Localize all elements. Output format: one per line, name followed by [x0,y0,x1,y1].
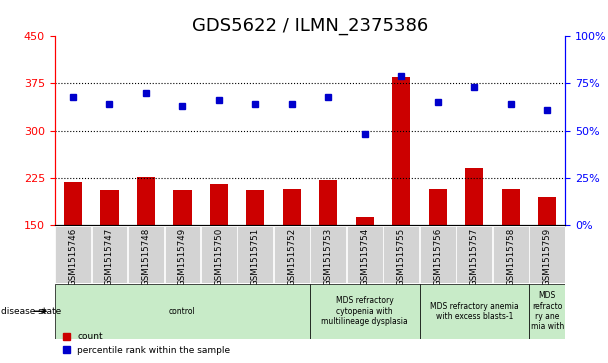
Title: GDS5622 / ILMN_2375386: GDS5622 / ILMN_2375386 [192,17,428,35]
Bar [465,168,483,225]
Bar [420,226,455,282]
Text: GSM1515754: GSM1515754 [361,228,369,286]
Text: GSM1515751: GSM1515751 [251,228,260,286]
Bar [347,226,382,282]
Bar [392,77,410,225]
Bar [283,189,301,225]
Bar [493,226,528,282]
Bar [55,226,91,282]
Text: GSM1515746: GSM1515746 [69,228,77,286]
Bar [92,226,127,282]
Bar [384,226,419,282]
Text: MDS
refracto
ry ane
mia with: MDS refracto ry ane mia with [531,291,564,331]
Bar [310,284,420,339]
Text: GSM1515752: GSM1515752 [288,228,296,286]
Bar [274,226,309,282]
Bar [502,189,520,225]
Text: MDS refractory
cytopenia with
multilineage dysplasia: MDS refractory cytopenia with multilinea… [322,296,408,326]
Bar [530,226,565,282]
Bar [128,226,164,282]
Bar [246,191,264,225]
Bar [55,284,310,339]
Text: GSM1515748: GSM1515748 [142,228,150,286]
Bar [238,226,273,282]
Legend: count, percentile rank within the sample: count, percentile rank within the sample [59,329,234,359]
Bar [457,226,492,282]
Bar [538,197,556,225]
Text: GSM1515756: GSM1515756 [434,228,442,286]
Bar [173,191,192,225]
Bar [137,177,155,225]
Text: GSM1515758: GSM1515758 [506,228,515,286]
Bar [529,284,565,339]
Bar [100,191,119,225]
Text: GSM1515755: GSM1515755 [397,228,406,286]
Bar [201,226,237,282]
Bar [165,226,200,282]
Text: control: control [169,307,196,316]
Bar [420,284,529,339]
Bar [319,180,337,225]
Text: GSM1515757: GSM1515757 [470,228,478,286]
Bar [429,189,447,225]
Text: MDS refractory anemia
with excess blasts-1: MDS refractory anemia with excess blasts… [430,302,519,321]
Text: GSM1515750: GSM1515750 [215,228,223,286]
Text: GSM1515749: GSM1515749 [178,228,187,286]
Bar [356,217,374,225]
Bar [64,182,82,225]
Text: GSM1515753: GSM1515753 [324,228,333,286]
Text: disease state: disease state [1,307,61,316]
Text: GSM1515759: GSM1515759 [543,228,551,286]
Text: GSM1515747: GSM1515747 [105,228,114,286]
Bar [210,184,228,225]
Bar [311,226,346,282]
